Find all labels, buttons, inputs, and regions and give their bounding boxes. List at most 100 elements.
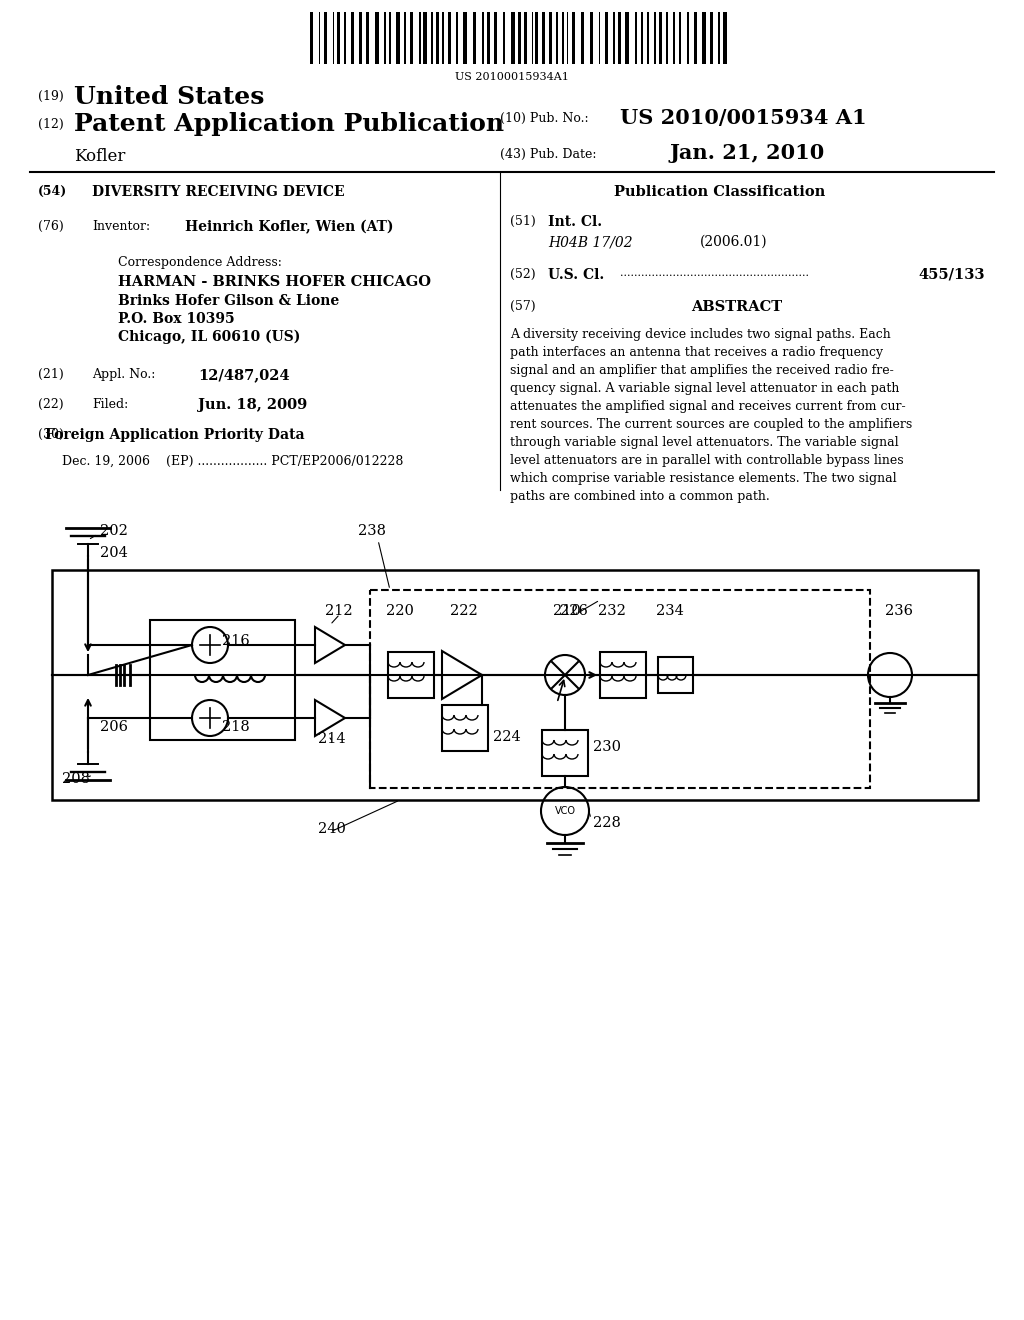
Text: HARMAN - BRINKS HOFER CHICAGO: HARMAN - BRINKS HOFER CHICAGO xyxy=(118,275,431,289)
Text: Patent Application Publication: Patent Application Publication xyxy=(74,112,504,136)
Text: Appl. No.:: Appl. No.: xyxy=(92,368,156,381)
Bar xyxy=(723,12,727,63)
Text: (22): (22) xyxy=(38,399,63,411)
Text: 236: 236 xyxy=(885,605,913,618)
Bar xyxy=(710,12,713,63)
Text: 224: 224 xyxy=(493,730,521,744)
Text: (52): (52) xyxy=(510,268,536,281)
Text: VCO: VCO xyxy=(555,807,575,816)
Text: (30): (30) xyxy=(38,428,63,441)
Text: (54): (54) xyxy=(38,185,68,198)
Text: (57): (57) xyxy=(510,300,536,313)
Bar xyxy=(571,12,575,63)
Bar xyxy=(410,12,413,63)
Bar xyxy=(337,12,340,63)
Text: (12): (12) xyxy=(38,117,63,131)
Text: Publication Classification: Publication Classification xyxy=(614,185,825,199)
Bar xyxy=(641,12,643,63)
Text: 208: 208 xyxy=(62,772,90,785)
Bar xyxy=(375,12,379,63)
Bar xyxy=(626,12,629,63)
Text: 222: 222 xyxy=(450,605,478,618)
Text: 214: 214 xyxy=(318,733,346,746)
Bar xyxy=(150,620,295,741)
Bar xyxy=(449,12,451,63)
Text: Int. Cl.: Int. Cl. xyxy=(548,215,602,228)
Bar xyxy=(617,12,622,63)
Bar xyxy=(487,12,490,63)
Bar xyxy=(511,12,515,63)
Text: P.O. Box 10395: P.O. Box 10395 xyxy=(118,312,234,326)
Text: DIVERSITY RECEIVING DEVICE: DIVERSITY RECEIVING DEVICE xyxy=(92,185,345,199)
Bar xyxy=(666,12,668,63)
Bar xyxy=(542,730,588,776)
Text: Inventor:: Inventor: xyxy=(92,220,151,234)
Bar xyxy=(419,12,421,63)
Text: 228: 228 xyxy=(593,816,621,830)
Bar xyxy=(310,12,312,63)
Bar xyxy=(503,12,506,63)
Bar xyxy=(582,12,584,63)
Bar xyxy=(719,12,720,63)
Text: 212: 212 xyxy=(325,605,352,618)
Text: 226: 226 xyxy=(560,605,588,618)
Text: Dec. 19, 2006    (EP) .................. PCT/EP2006/012228: Dec. 19, 2006 (EP) .................. PC… xyxy=(62,455,403,469)
Bar xyxy=(613,12,615,63)
Bar xyxy=(590,12,593,63)
Bar xyxy=(358,12,362,63)
Text: U.S. Cl.: U.S. Cl. xyxy=(548,268,604,282)
Text: 232: 232 xyxy=(598,605,626,618)
Bar xyxy=(536,12,538,63)
Bar xyxy=(549,12,552,63)
Text: Foreign Application Priority Data: Foreign Application Priority Data xyxy=(45,428,305,442)
Text: 220: 220 xyxy=(386,605,414,618)
Text: United States: United States xyxy=(74,84,264,110)
Text: Correspondence Address:: Correspondence Address: xyxy=(118,256,282,269)
Bar xyxy=(659,12,662,63)
Bar xyxy=(687,12,689,63)
Bar xyxy=(658,657,693,693)
Bar xyxy=(366,12,369,63)
Text: 230: 230 xyxy=(593,741,621,754)
Text: 12/487,024: 12/487,024 xyxy=(198,368,290,381)
Text: (2006.01): (2006.01) xyxy=(700,235,768,249)
Bar xyxy=(423,12,427,63)
Bar xyxy=(325,12,327,63)
Bar xyxy=(370,590,870,788)
Text: Kofler: Kofler xyxy=(74,148,125,165)
Bar xyxy=(388,652,434,698)
Text: US 20100015934A1: US 20100015934A1 xyxy=(455,73,569,82)
Bar xyxy=(442,12,443,63)
Bar xyxy=(396,12,399,63)
Bar xyxy=(333,12,335,63)
Bar xyxy=(654,12,656,63)
Bar xyxy=(599,12,600,63)
Text: 218: 218 xyxy=(222,719,250,734)
Bar xyxy=(679,12,681,63)
Text: (10) Pub. No.:: (10) Pub. No.: xyxy=(500,112,589,125)
Text: 204: 204 xyxy=(100,546,128,560)
Text: ......................................................: ........................................… xyxy=(620,268,809,279)
Bar xyxy=(524,12,526,63)
Text: 216: 216 xyxy=(222,634,250,648)
Bar xyxy=(600,652,646,698)
Bar xyxy=(404,12,407,63)
Bar xyxy=(481,12,483,63)
Text: Jun. 18, 2009: Jun. 18, 2009 xyxy=(198,399,307,412)
Bar xyxy=(693,12,697,63)
Bar xyxy=(431,12,433,63)
Bar xyxy=(389,12,391,63)
Text: Heinrich Kofler, Wien (AT): Heinrich Kofler, Wien (AT) xyxy=(185,220,393,234)
Bar xyxy=(464,12,467,63)
Text: (21): (21) xyxy=(38,368,63,381)
Bar xyxy=(52,570,978,800)
Bar xyxy=(384,12,386,63)
Bar xyxy=(605,12,608,63)
Text: US 2010/0015934 A1: US 2010/0015934 A1 xyxy=(620,108,866,128)
Text: 210: 210 xyxy=(553,605,581,618)
Bar xyxy=(702,12,706,63)
Text: 455/133: 455/133 xyxy=(919,268,985,282)
Bar xyxy=(542,12,546,63)
Text: Brinks Hofer Gilson & Lione: Brinks Hofer Gilson & Lione xyxy=(118,294,339,308)
Text: (76): (76) xyxy=(38,220,63,234)
